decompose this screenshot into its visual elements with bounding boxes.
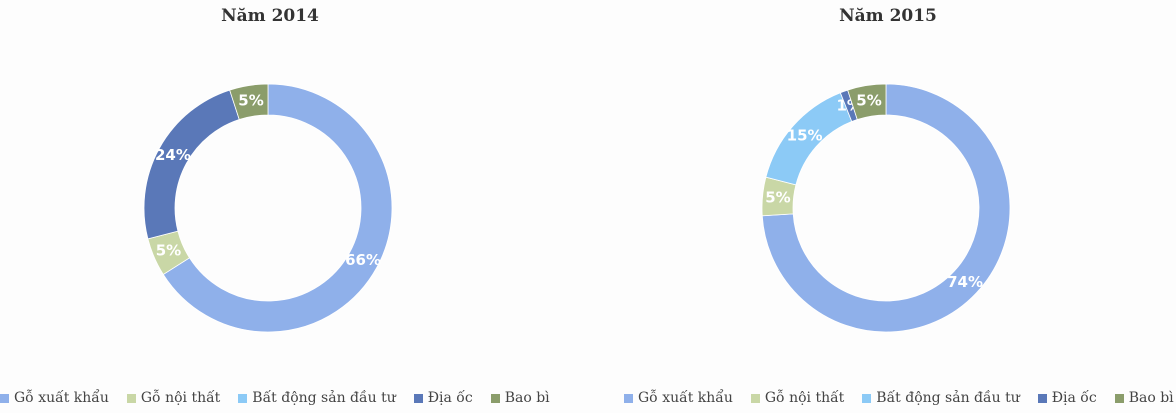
data-label: 24%: [155, 146, 191, 164]
legend-item: Bao bì: [490, 390, 550, 406]
donut-slice: [761, 83, 1011, 333]
legend-label: Địa ốc: [1051, 390, 1097, 406]
data-label: 5%: [156, 242, 181, 260]
legend-label: Bao bì: [504, 390, 550, 406]
legend: Gỗ xuất khẩu Gỗ nội thất Bất động sản đầ…: [624, 390, 1174, 406]
legend-swatch: [0, 393, 9, 403]
data-label: 15%: [787, 127, 823, 145]
legend-swatch: [624, 393, 633, 403]
legend-swatch: [238, 393, 248, 403]
legend-swatch: [126, 393, 136, 403]
chart-2015: Năm 2015 74% 5% 15% 1% 5% Gỗ xuất khẩu Gỗ nộ…: [600, 0, 1176, 413]
legend-label: Gỗ nội thất: [140, 390, 221, 406]
data-label: 5%: [856, 91, 881, 109]
legend-label: Gỗ xuất khẩu: [14, 390, 109, 406]
legend-item: Địa ốc: [1037, 390, 1097, 406]
chart-title: Năm 2015: [839, 6, 937, 26]
donut-slice: [847, 83, 887, 121]
legend-item: Gỗ xuất khẩu: [0, 390, 109, 406]
legend-label: Gỗ nội thất: [764, 390, 845, 406]
legend-swatch: [1114, 393, 1124, 403]
legend-swatch: [750, 393, 760, 403]
legend-item: Gỗ nội thất: [126, 390, 221, 406]
legend-label: Bao bì: [1128, 390, 1174, 406]
donut-slice: [143, 89, 240, 240]
legend-label: Gỗ xuất khẩu: [638, 390, 733, 406]
legend-item: Gỗ nội thất: [750, 390, 845, 406]
legend-swatch: [490, 393, 500, 403]
legend-item: Bao bì: [1114, 390, 1174, 406]
chart-2014: Năm 2014 66%5%0%24%5% Gỗ xuất khẩu Gỗ nộ…: [0, 0, 560, 413]
legend-label: Địa ốc: [427, 390, 473, 406]
legend-label: Bất động sản đầu tư: [252, 390, 396, 406]
chart-title: Năm 2014: [221, 6, 319, 26]
data-label: 74%: [947, 273, 983, 291]
donut-slice: [162, 83, 393, 333]
legend: Gỗ xuất khẩu Gỗ nội thất Bất động sản đầ…: [0, 390, 550, 406]
legend-item: Gỗ xuất khẩu: [624, 390, 733, 406]
legend-item: Bất động sản đầu tư: [862, 390, 1020, 406]
legend-swatch: [862, 393, 872, 403]
legend-swatch: [413, 393, 423, 403]
legend-item: Địa ốc: [413, 390, 473, 406]
data-label: 66%: [345, 251, 381, 269]
donut-slice: [229, 83, 269, 121]
data-label: 5%: [238, 91, 263, 109]
donut-chart: 66%5%0%24%5%: [143, 83, 393, 333]
legend-swatch: [1037, 393, 1047, 403]
donut-chart: 74%5%15%1%5%: [761, 83, 1011, 333]
legend-item: Bất động sản đầu tư: [238, 390, 396, 406]
legend-label: Bất động sản đầu tư: [876, 390, 1020, 406]
data-label: 5%: [765, 188, 790, 206]
